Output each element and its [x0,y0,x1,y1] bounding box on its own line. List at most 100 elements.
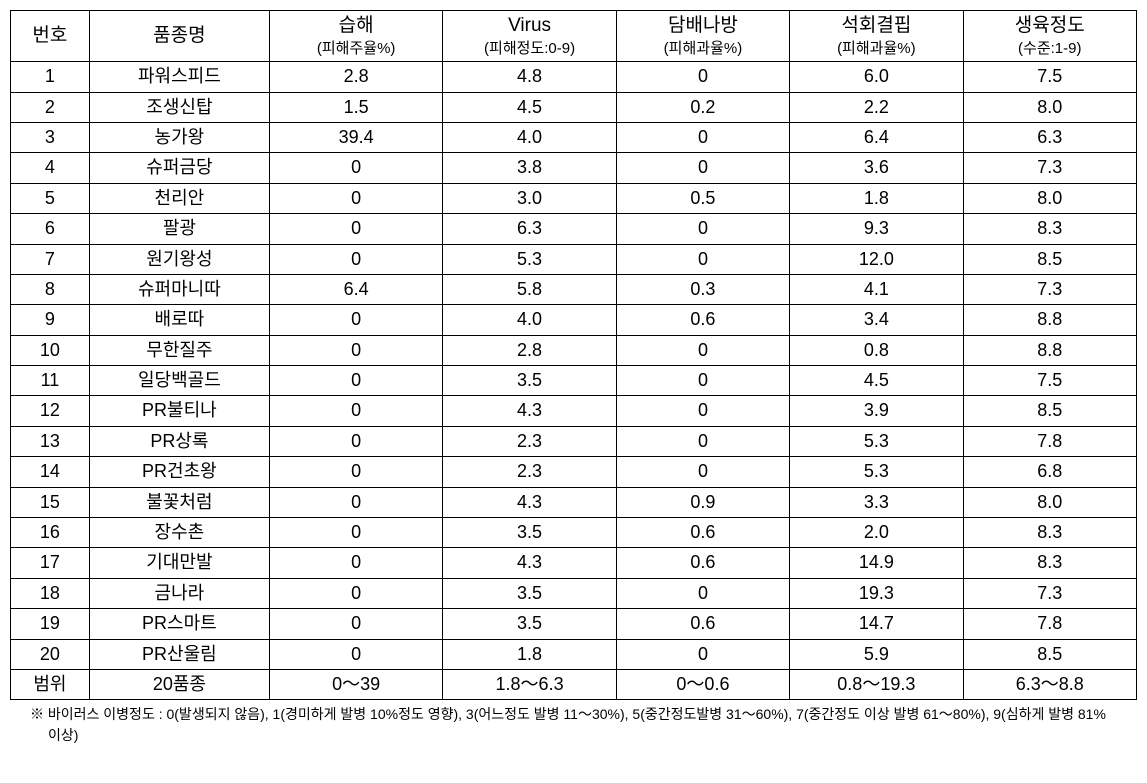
summary-moth-range: 0～0.6 [616,670,789,700]
cell-number: 19 [11,609,90,639]
cell-calcium-deficiency: 14.7 [790,609,963,639]
cell-calcium-deficiency: 3.6 [790,153,963,183]
cell-number: 16 [11,518,90,548]
cell-variety-name: 일당백골드 [89,366,269,396]
cell-calcium-deficiency: 5.3 [790,457,963,487]
cell-number: 1 [11,62,90,92]
table-body: 1파워스피드2.84.806.07.52조생신탑1.54.50.22.28.03… [11,62,1137,700]
summary-virus-range: 1.8～6.3 [443,670,616,700]
cell-moisture-damage: 0 [269,426,442,456]
cell-growth: 8.3 [963,548,1136,578]
table-row: 3농가왕39.44.006.46.3 [11,122,1137,152]
cell-virus: 3.5 [443,609,616,639]
cell-calcium-deficiency: 1.8 [790,183,963,213]
cell-virus: 4.3 [443,396,616,426]
table-row: 11일당백골드03.504.57.5 [11,366,1137,396]
header-calcium-sub: (피해과율%) [794,39,958,59]
header-number: 번호 [11,11,90,62]
table-row: 8슈퍼마니따6.45.80.34.17.3 [11,274,1137,304]
cell-calcium-deficiency: 19.3 [790,578,963,608]
table-row: 20PR산울림01.805.98.5 [11,639,1137,669]
cell-variety-name: 배로따 [89,305,269,335]
cell-variety-name: PR불티나 [89,396,269,426]
cell-growth: 7.5 [963,62,1136,92]
table-header-row: 번호 품종명 습해 (피해주율%) Virus (피해정도:0-9) 담배나방 … [11,11,1137,62]
cell-tobacco-moth: 0 [616,426,789,456]
cell-calcium-deficiency: 2.2 [790,92,963,122]
cell-calcium-deficiency: 9.3 [790,214,963,244]
cell-tobacco-moth: 0.6 [616,305,789,335]
header-growth-main: 생육정도 [1015,15,1085,36]
summary-moisture-range: 0～39 [269,670,442,700]
cell-variety-name: 장수촌 [89,518,269,548]
table-row: 9배로따04.00.63.48.8 [11,305,1137,335]
header-variety-main: 품종명 [153,25,205,46]
cell-growth: 8.5 [963,639,1136,669]
cell-growth: 8.3 [963,518,1136,548]
cell-moisture-damage: 0 [269,366,442,396]
cell-variety-name: PR상록 [89,426,269,456]
cell-virus: 2.3 [443,457,616,487]
cell-moisture-damage: 0 [269,548,442,578]
cell-tobacco-moth: 0 [616,244,789,274]
header-variety: 품종명 [89,11,269,62]
cell-number: 18 [11,578,90,608]
cell-tobacco-moth: 0 [616,62,789,92]
cell-moisture-damage: 6.4 [269,274,442,304]
cell-number: 11 [11,366,90,396]
cell-growth: 8.5 [963,396,1136,426]
cell-variety-name: 슈퍼금당 [89,153,269,183]
cell-variety-name: 불꽃처럼 [89,487,269,517]
table-row: 15불꽃처럼04.30.93.38.0 [11,487,1137,517]
cell-moisture-damage: 0 [269,244,442,274]
cell-number: 14 [11,457,90,487]
cell-moisture-damage: 0 [269,305,442,335]
cell-growth: 8.0 [963,183,1136,213]
cell-tobacco-moth: 0 [616,366,789,396]
cell-virus: 5.8 [443,274,616,304]
cell-moisture-damage: 0 [269,639,442,669]
cell-growth: 8.0 [963,487,1136,517]
cell-growth: 8.0 [963,92,1136,122]
cell-tobacco-moth: 0 [616,578,789,608]
cell-virus: 3.8 [443,153,616,183]
cell-virus: 4.0 [443,305,616,335]
cell-calcium-deficiency: 3.4 [790,305,963,335]
table-row: 12PR불티나04.303.98.5 [11,396,1137,426]
cell-virus: 2.3 [443,426,616,456]
cell-growth: 8.8 [963,305,1136,335]
table-row: 2조생신탑1.54.50.22.28.0 [11,92,1137,122]
cell-virus: 4.5 [443,92,616,122]
cell-calcium-deficiency: 14.9 [790,548,963,578]
table-footnote: ※ 바이러스 이병정도 : 0(발생되지 않음), 1(경미하게 발병 10%정… [28,704,1137,746]
summary-label: 범위 [11,670,90,700]
cell-variety-name: 기대만발 [89,548,269,578]
cell-calcium-deficiency: 4.1 [790,274,963,304]
cell-growth: 7.5 [963,366,1136,396]
table-row: 14PR건초왕02.305.36.8 [11,457,1137,487]
cell-variety-name: 원기왕성 [89,244,269,274]
cell-tobacco-moth: 0 [616,214,789,244]
header-moth-main: 담배나방 [668,15,738,36]
data-table-container: 번호 품종명 습해 (피해주율%) Virus (피해정도:0-9) 담배나방 … [10,10,1137,746]
cell-tobacco-moth: 0 [616,122,789,152]
cell-growth: 8.5 [963,244,1136,274]
cell-calcium-deficiency: 2.0 [790,518,963,548]
header-growth: 생육정도 (수준:1-9) [963,11,1136,62]
cell-number: 15 [11,487,90,517]
cell-tobacco-moth: 0.6 [616,548,789,578]
cell-moisture-damage: 0 [269,609,442,639]
cell-variety-name: 무한질주 [89,335,269,365]
cell-variety-name: 금나라 [89,578,269,608]
table-row: 6팔광06.309.38.3 [11,214,1137,244]
cell-tobacco-moth: 0.9 [616,487,789,517]
header-virus: Virus (피해정도:0-9) [443,11,616,62]
cell-moisture-damage: 1.5 [269,92,442,122]
cell-calcium-deficiency: 6.0 [790,62,963,92]
cell-number: 20 [11,639,90,669]
cell-virus: 3.5 [443,578,616,608]
cell-moisture-damage: 0 [269,183,442,213]
cell-virus: 6.3 [443,214,616,244]
cell-calcium-deficiency: 3.3 [790,487,963,517]
table-row: 5천리안03.00.51.88.0 [11,183,1137,213]
